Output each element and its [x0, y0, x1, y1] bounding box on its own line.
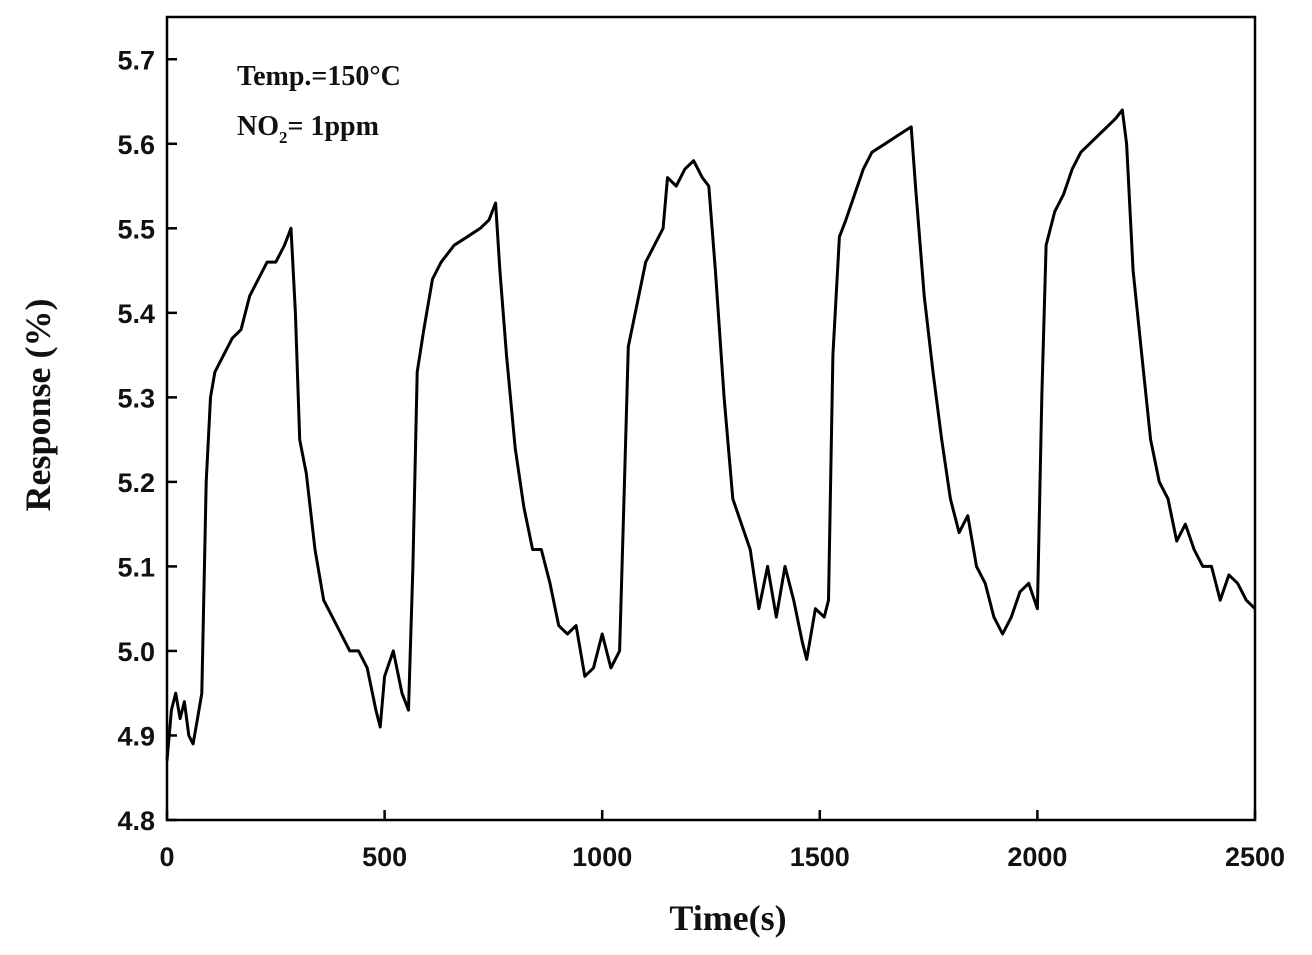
y-tick-label: 5.5	[117, 214, 155, 244]
x-tick-label: 500	[362, 842, 407, 872]
annotation: NO2= 1ppm	[237, 111, 379, 147]
plot-frame	[165, 15, 1257, 822]
x-tick-label: 2000	[1007, 842, 1067, 872]
y-tick-label: 5.2	[117, 468, 155, 498]
x-axis-title: Time(s)	[669, 898, 786, 938]
y-tick-label: 4.8	[117, 806, 155, 836]
annotation: Temp.=150°C	[237, 61, 401, 92]
y-tick-label: 5.1	[117, 552, 155, 582]
x-tick-label: 0	[159, 842, 174, 872]
annotation-part: NO	[237, 111, 279, 142]
y-axis-title: Response (%)	[18, 299, 58, 512]
y-tick-label: 5.0	[117, 637, 155, 667]
y-tick-label: 4.9	[117, 721, 155, 751]
annotation-subscript: 2	[279, 128, 288, 147]
y-tick-label: 5.4	[117, 299, 155, 329]
x-tick-label: 1000	[572, 842, 632, 872]
x-tick-label: 1500	[790, 842, 850, 872]
y-tick-label: 5.6	[117, 130, 155, 160]
data-line	[165, 108, 1257, 761]
y-tick-label: 5.7	[117, 45, 155, 75]
y-tick-label: 5.3	[117, 383, 155, 413]
annotation-part: = 1ppm	[288, 111, 379, 142]
x-tick-label: 2500	[1225, 842, 1285, 872]
